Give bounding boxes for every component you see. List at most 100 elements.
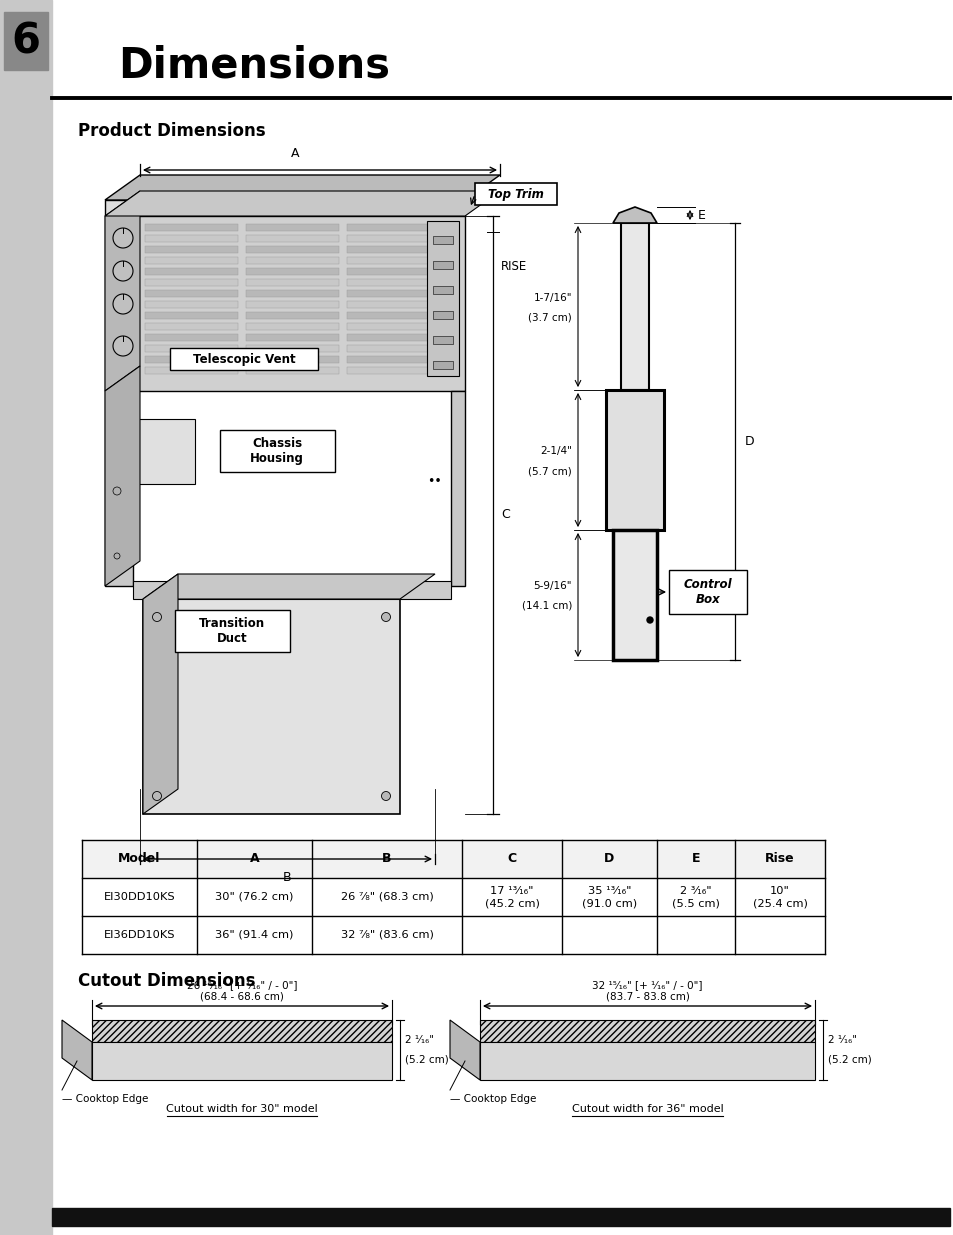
Text: C: C [500, 509, 509, 521]
Polygon shape [105, 366, 140, 585]
Text: 2-1/4": 2-1/4" [539, 446, 572, 456]
Text: Cutout width for 36" model: Cutout width for 36" model [571, 1104, 722, 1114]
Text: Top Trim: Top Trim [488, 188, 543, 200]
Text: EI30DD10KS: EI30DD10KS [104, 892, 175, 902]
Circle shape [112, 261, 132, 282]
Bar [347, 235, 439, 242]
Bar [170, 348, 317, 370]
Bar [0, 0, 52, 1235]
Bar [145, 324, 237, 330]
Text: 35 ¹³⁄₁₆": 35 ¹³⁄₁₆" [587, 885, 631, 895]
Bar [620, 224, 648, 390]
Bar [246, 257, 338, 264]
Bar [246, 290, 338, 296]
Text: A: A [250, 852, 259, 866]
Text: (68.4 - 68.6 cm): (68.4 - 68.6 cm) [200, 992, 284, 1002]
Bar [145, 268, 237, 275]
Text: E: E [691, 852, 700, 866]
Bar [613, 530, 657, 659]
Bar [668, 571, 746, 614]
Bar [347, 345, 439, 352]
Bar [433, 311, 453, 319]
Bar [433, 236, 453, 245]
Text: Telescopic Vent: Telescopic Vent [193, 352, 295, 366]
Text: ••: •• [427, 475, 442, 489]
Circle shape [381, 613, 390, 621]
Text: B: B [382, 852, 392, 866]
Circle shape [113, 553, 120, 559]
Bar [145, 367, 237, 374]
Text: Control
Box: Control Box [683, 578, 732, 606]
Text: Cutout width for 30" model: Cutout width for 30" model [166, 1104, 317, 1114]
Circle shape [112, 487, 121, 495]
Bar [246, 279, 338, 287]
Bar [220, 430, 335, 472]
Text: (5.7 cm): (5.7 cm) [528, 466, 572, 475]
Bar [246, 224, 338, 231]
Bar [132, 580, 451, 599]
Bar [347, 224, 439, 231]
Text: (5.2 cm): (5.2 cm) [827, 1055, 871, 1065]
Text: D: D [744, 435, 754, 448]
Bar [4, 12, 48, 70]
Text: (5.2 cm): (5.2 cm) [405, 1055, 448, 1065]
Bar [605, 390, 663, 530]
Bar [433, 287, 453, 294]
Circle shape [112, 228, 132, 248]
Text: Rise: Rise [764, 852, 794, 866]
Text: 2 ¹⁄₁₆": 2 ¹⁄₁₆" [405, 1035, 434, 1045]
Bar [105, 216, 464, 391]
Polygon shape [450, 1020, 479, 1079]
Polygon shape [105, 191, 499, 216]
Bar [427, 221, 458, 375]
Text: — Cooktop Edge: — Cooktop Edge [62, 1094, 149, 1104]
Bar [347, 290, 439, 296]
Bar [347, 333, 439, 341]
Polygon shape [105, 175, 499, 200]
Bar [246, 312, 338, 319]
Bar [246, 333, 338, 341]
Text: Model: Model [118, 852, 160, 866]
Text: (25.4 cm): (25.4 cm) [752, 898, 806, 909]
Bar [246, 301, 338, 308]
Text: D: D [604, 852, 614, 866]
Text: 36" (91.4 cm): 36" (91.4 cm) [215, 930, 294, 940]
Text: C: C [507, 852, 516, 866]
Bar [105, 391, 132, 585]
Bar [52, 1208, 949, 1226]
Text: — Cooktop Edge: — Cooktop Edge [450, 1094, 536, 1104]
Text: (14.1 cm): (14.1 cm) [521, 601, 572, 611]
Text: 10": 10" [769, 885, 789, 895]
Bar [145, 224, 237, 231]
Text: E: E [698, 209, 705, 221]
Bar [145, 345, 237, 352]
Text: 26 ⁷⁄₈" (68.3 cm): 26 ⁷⁄₈" (68.3 cm) [340, 892, 433, 902]
Text: 2 ¹⁄₁₆": 2 ¹⁄₁₆" [827, 1035, 856, 1045]
Polygon shape [62, 1020, 91, 1079]
Bar [347, 356, 439, 363]
Bar [347, 279, 439, 287]
Text: (3.7 cm): (3.7 cm) [528, 312, 572, 322]
Bar [145, 279, 237, 287]
Bar [137, 419, 194, 484]
Text: Dimensions: Dimensions [118, 44, 390, 86]
Circle shape [112, 336, 132, 356]
Bar [347, 301, 439, 308]
Text: Cutout Dimensions: Cutout Dimensions [78, 972, 255, 990]
Text: 26 ¹⁵⁄₁₆" [+ ¹⁄₁₆" / - 0"]: 26 ¹⁵⁄₁₆" [+ ¹⁄₁₆" / - 0"] [187, 981, 297, 990]
Bar [91, 1042, 392, 1079]
Bar [82, 840, 824, 878]
Bar [347, 367, 439, 374]
Bar [145, 312, 237, 319]
Polygon shape [143, 574, 435, 599]
Bar [91, 1020, 392, 1042]
Bar [145, 333, 237, 341]
Bar [347, 246, 439, 253]
Bar [433, 361, 453, 369]
Polygon shape [143, 574, 178, 814]
Circle shape [112, 294, 132, 314]
Bar [347, 257, 439, 264]
Bar [105, 200, 464, 216]
Circle shape [152, 613, 161, 621]
Bar [145, 246, 237, 253]
